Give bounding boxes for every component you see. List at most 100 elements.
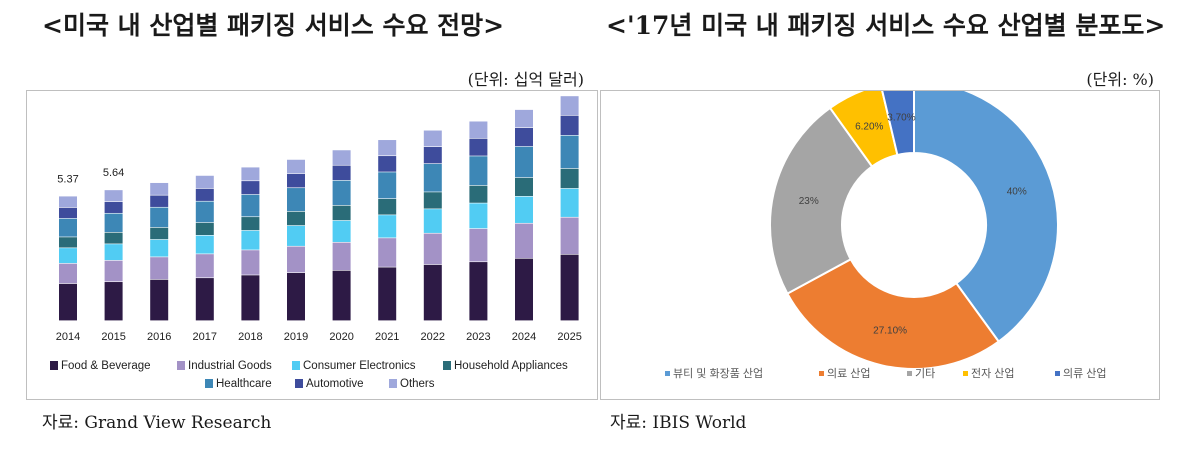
bar-segment-2014-2 bbox=[59, 248, 77, 264]
bar-segment-2015-6 bbox=[104, 190, 123, 202]
left-source-note: 자료: Grand View Research bbox=[42, 413, 272, 433]
bar-segment-2022-3 bbox=[423, 192, 442, 209]
bar-segment-2021-1 bbox=[378, 238, 397, 267]
bar-segment-2020-3 bbox=[332, 205, 351, 221]
bar-total-label: 5.37 bbox=[57, 173, 78, 185]
bar-segment-2024-1 bbox=[515, 223, 533, 258]
bar-segment-2019-4 bbox=[287, 188, 305, 212]
donut-data-label-3: 6.20% bbox=[855, 122, 883, 133]
legend-label-1: Industrial Goods bbox=[188, 360, 272, 372]
bar-segment-2015-0 bbox=[104, 282, 123, 321]
donut-chart: 40% 27.10% 23% 6.20% 3.70% 뷰티 및 화장품 산업 의료 산업 기타… bbox=[665, 79, 1107, 380]
bar-segment-2023-3 bbox=[469, 185, 488, 203]
bar-segment-2021-2 bbox=[378, 215, 397, 238]
legend-swatch-2 bbox=[907, 371, 912, 376]
bar-segment-2025-2 bbox=[560, 188, 579, 217]
bar-segment-2020-0 bbox=[332, 270, 351, 321]
legend-swatch-4 bbox=[205, 379, 213, 388]
bar-segment-2022-4 bbox=[423, 163, 442, 192]
legend-swatch-3 bbox=[963, 371, 968, 376]
x-tick-label: 2023 bbox=[466, 331, 490, 343]
bar-segment-2019-1 bbox=[287, 246, 305, 273]
legend-label-1: 의료 산업 bbox=[827, 367, 871, 380]
bar-segment-2025-5 bbox=[560, 115, 579, 136]
bar-segment-2017-6 bbox=[195, 175, 214, 189]
legend-label-4: Healthcare bbox=[216, 378, 272, 390]
bar-segment-2017-5 bbox=[195, 188, 214, 201]
legend-label-6: Others bbox=[400, 378, 435, 390]
legend-swatch-2 bbox=[292, 361, 300, 370]
left-chart-title: <미국 내 산업별 패키징 서비스 수요 전망> bbox=[42, 11, 505, 40]
bar-segment-2022-1 bbox=[423, 233, 442, 265]
bar-segment-2025-0 bbox=[560, 254, 579, 321]
legend-label-3: 전자 산업 bbox=[971, 367, 1015, 380]
bar-segment-2016-3 bbox=[150, 227, 169, 240]
bar-segment-2023-6 bbox=[469, 121, 488, 139]
bar-segment-2024-4 bbox=[515, 146, 533, 178]
bar-segment-2014-0 bbox=[59, 283, 77, 321]
bar-segment-2018-1 bbox=[241, 250, 260, 275]
bar-segment-2016-4 bbox=[150, 207, 169, 228]
bar-segment-2016-6 bbox=[150, 182, 169, 195]
bar-segment-2014-5 bbox=[59, 207, 77, 219]
x-tick-label: 2018 bbox=[238, 331, 262, 343]
bar-segment-2021-6 bbox=[378, 140, 397, 156]
right-unit-label: (단위: %) bbox=[1086, 70, 1154, 89]
bar-segment-2022-2 bbox=[423, 209, 442, 233]
x-tick-label: 2017 bbox=[193, 331, 217, 343]
bar-segment-2024-2 bbox=[515, 196, 533, 223]
bar-segment-2025-6 bbox=[560, 96, 579, 116]
bar-segment-2018-0 bbox=[241, 275, 260, 321]
bar-segment-2025-1 bbox=[560, 217, 579, 255]
donut-slice-0 bbox=[913, 79, 1059, 343]
bar-segment-2018-3 bbox=[241, 217, 260, 231]
legend-label-0: 뷰티 및 화장품 산업 bbox=[673, 367, 763, 380]
bar-segment-2023-5 bbox=[469, 138, 488, 156]
legend-swatch-5 bbox=[295, 379, 303, 388]
bar-segment-2014-1 bbox=[59, 263, 77, 284]
x-tick-label: 2019 bbox=[284, 331, 308, 343]
bar-segment-2015-2 bbox=[104, 244, 123, 261]
legend-label-5: Automotive bbox=[306, 378, 364, 390]
bar-segment-2018-4 bbox=[241, 194, 260, 217]
legend-label-2: 기타 bbox=[915, 367, 935, 380]
x-tick-label: 2024 bbox=[512, 331, 536, 343]
legend-label-0: Food & Beverage bbox=[61, 360, 151, 372]
legend-swatch-1 bbox=[819, 371, 824, 376]
bar-segment-2014-6 bbox=[59, 196, 77, 208]
legend-swatch-4 bbox=[1055, 371, 1060, 376]
bar-segment-2023-0 bbox=[469, 262, 488, 321]
bar-segment-2022-0 bbox=[423, 264, 442, 321]
legend-swatch-0 bbox=[50, 361, 58, 370]
donut-chart-panel: 40% 27.10% 23% 6.20% 3.70% 뷰티 및 화장품 산업 의료 산업 기타… bbox=[600, 79, 1160, 400]
bar-segment-2014-4 bbox=[59, 218, 77, 237]
bar-segment-2017-3 bbox=[195, 222, 214, 236]
right-chart-title: <'17년 미국 내 패키징 서비스 수요 산업별 분포도> bbox=[606, 11, 1166, 40]
bar-segment-2021-5 bbox=[378, 156, 397, 172]
x-tick-label: 2025 bbox=[557, 331, 581, 343]
bar-segment-2021-3 bbox=[378, 198, 397, 215]
bar-segment-2025-3 bbox=[560, 168, 579, 189]
bar-segment-2020-1 bbox=[332, 242, 351, 271]
bar-segment-2025-4 bbox=[560, 135, 579, 169]
bar-segment-2015-4 bbox=[104, 213, 123, 233]
bar-segment-2018-2 bbox=[241, 230, 260, 250]
bar-segment-2017-0 bbox=[195, 278, 214, 321]
bar-segment-2022-6 bbox=[423, 130, 442, 147]
bar-segment-2024-6 bbox=[515, 109, 533, 128]
x-tick-label: 2014 bbox=[56, 331, 80, 343]
bar-segment-2018-5 bbox=[241, 181, 260, 195]
bar-segment-2015-1 bbox=[104, 260, 123, 282]
stacked-bar-chart: 2014 2015 2016 2017 2018 2019 2020 2021 2022 2023… bbox=[50, 96, 582, 390]
x-tick-label: 2020 bbox=[329, 331, 353, 343]
bar-segment-2022-5 bbox=[423, 147, 442, 164]
bar-segment-2020-2 bbox=[332, 220, 351, 242]
bar-segment-2017-1 bbox=[195, 254, 214, 278]
bar-segment-2017-4 bbox=[195, 201, 214, 223]
donut-data-label-0: 40% bbox=[1007, 187, 1027, 198]
bar-segment-2023-4 bbox=[469, 156, 488, 186]
bar-segment-2019-2 bbox=[287, 225, 305, 246]
bar-chart-panel: 2014 2015 2016 2017 2018 2019 2020 2021 2022 2023… bbox=[26, 90, 598, 400]
bar-segment-2021-0 bbox=[378, 267, 397, 321]
legend-swatch-0 bbox=[665, 371, 670, 376]
